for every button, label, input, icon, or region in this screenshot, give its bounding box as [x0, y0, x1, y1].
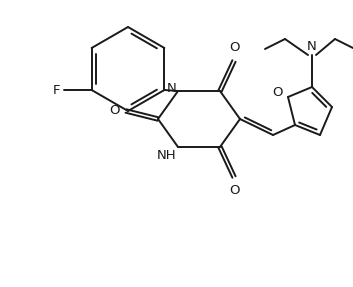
Text: N: N [307, 40, 317, 53]
Text: F: F [53, 84, 61, 96]
Text: O: O [109, 104, 120, 117]
Text: NH: NH [156, 149, 176, 162]
Text: O: O [229, 184, 239, 197]
Text: O: O [273, 86, 283, 100]
Text: O: O [229, 41, 239, 54]
Text: N: N [166, 82, 176, 96]
